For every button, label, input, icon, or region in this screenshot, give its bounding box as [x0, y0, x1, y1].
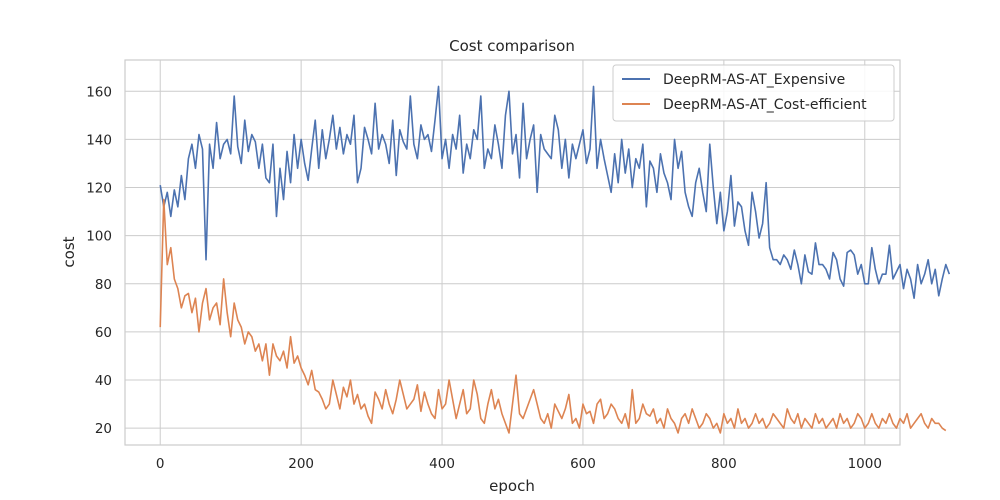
x-tick-label: 400 [429, 456, 455, 472]
legend-label-cost-efficient: DeepRM-AS-AT_Cost-efficient [663, 97, 867, 113]
chart-title: Cost comparison [449, 37, 575, 55]
y-axis-label: cost [60, 236, 78, 267]
x-tick-label: 0 [156, 456, 165, 472]
legend: DeepRM-AS-AT_Expensive DeepRM-AS-AT_Cost… [612, 64, 895, 122]
y-tick-labels: 20 40 60 80 100 120 140 160 [86, 84, 112, 437]
y-tick-label: 100 [86, 229, 112, 245]
y-tick-label: 140 [86, 132, 112, 148]
plot-frame [124, 59, 901, 446]
series-line-cost-efficient [159, 198, 947, 434]
y-tick-label: 20 [95, 421, 112, 437]
x-tick-label: 200 [288, 456, 314, 472]
x-axis-label: epoch [489, 477, 535, 495]
y-tick-label: 160 [86, 84, 112, 100]
y-tick-label: 40 [95, 373, 112, 389]
x-tick-label: 600 [570, 456, 596, 472]
x-tick-label: 800 [711, 456, 737, 472]
y-tick-label: 60 [95, 325, 112, 341]
x-tick-label: 1000 [848, 456, 882, 472]
grid-lines [125, 60, 900, 445]
y-tick-label: 80 [95, 277, 112, 293]
series-lines [159, 85, 951, 434]
legend-label-expensive: DeepRM-AS-AT_Expensive [663, 72, 845, 88]
legend-box [612, 64, 895, 122]
x-tick-labels: 0 200 400 600 800 1000 [156, 456, 882, 472]
series-line-expensive [159, 85, 951, 300]
y-tick-label: 120 [86, 181, 112, 197]
